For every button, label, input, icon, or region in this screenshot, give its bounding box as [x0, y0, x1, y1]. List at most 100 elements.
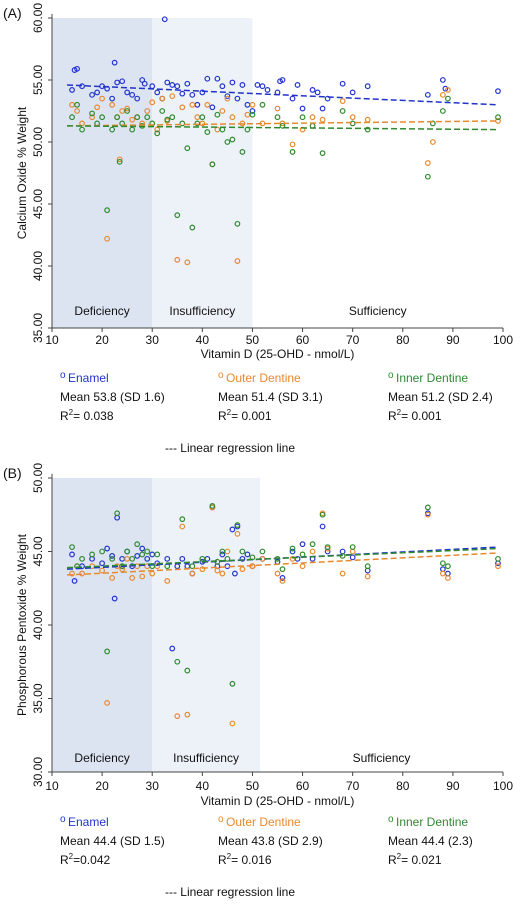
enamel-point — [141, 80, 148, 87]
panel-label: (A) — [3, 5, 22, 21]
inner-dentine-point — [224, 139, 231, 145]
inner-dentine-point — [259, 101, 266, 108]
inner-dentine-point — [109, 555, 116, 562]
enamel-point — [179, 555, 186, 562]
inner-dentine-point — [79, 555, 85, 562]
outer-dentine-point — [429, 139, 436, 145]
inner-dentine-point — [169, 114, 176, 121]
outer-dentine-point — [74, 108, 80, 114]
outer-dentine-point — [439, 570, 446, 577]
outer-dentine-point — [424, 511, 431, 518]
outer-dentine-point — [229, 114, 236, 121]
inner-dentine-point — [99, 548, 106, 555]
enamel-legend-marker: o — [60, 814, 66, 825]
enamel-point — [179, 90, 186, 97]
enamel-point — [349, 89, 356, 96]
outer-dentine-point — [234, 258, 241, 264]
inner-dentine-mean-text: Mean 51.2 (SD 2.4) — [388, 390, 493, 404]
inner-dentine-point — [164, 116, 171, 123]
inner-dentine-point — [229, 136, 236, 143]
enamel-point — [184, 80, 191, 87]
y-tick-label: 50.00 — [31, 127, 45, 157]
region-label: Deficiency — [74, 304, 129, 318]
inner-dentine-point — [339, 108, 346, 114]
enamel-point — [249, 108, 256, 114]
enamel-point — [99, 560, 106, 567]
outer-dentine-point — [179, 523, 186, 530]
x-tick-label: 80 — [396, 779, 410, 793]
outer-dentine-point — [309, 114, 316, 121]
inner-dentine-point — [229, 680, 236, 687]
inner-dentine-point — [99, 114, 106, 121]
inner-dentine-point — [69, 114, 75, 121]
outer-dentine-legend-name: Outer Dentine — [226, 371, 301, 385]
inner-dentine-point — [154, 130, 161, 137]
inner-dentine-point — [309, 541, 316, 548]
enamel-point — [314, 89, 321, 96]
enamel-mean-text: Mean 53.8 (SD 1.6) — [60, 390, 165, 404]
enamel-point — [294, 82, 301, 88]
enamel-point — [234, 95, 241, 102]
outer-dentine-point — [184, 711, 191, 718]
outer-dentine-point — [169, 93, 176, 100]
regression-footnote: --- Linear regression line — [165, 441, 295, 455]
enamel-point — [104, 545, 111, 552]
enamel-point — [139, 545, 146, 552]
outer-dentine-point — [289, 141, 296, 148]
outer-dentine-point — [364, 573, 371, 580]
outer-dentine-point — [129, 116, 136, 123]
outer-dentine-mean-text: Mean 43.8 (SD 2.9) — [218, 834, 323, 848]
enamel-point — [199, 89, 206, 96]
enamel-point — [232, 570, 238, 577]
enamel-point — [439, 77, 446, 83]
enamel-point — [244, 551, 251, 558]
inner-dentine-point — [116, 158, 123, 165]
y-tick-label: 40.00 — [31, 251, 45, 281]
outer-dentine-point — [224, 95, 231, 102]
outer-dentine-point — [274, 105, 281, 112]
outer-dentine-point — [159, 95, 166, 102]
enamel-point — [264, 87, 271, 93]
inner-dentine-point — [174, 212, 181, 219]
outer-dentine-point — [219, 570, 226, 577]
inner-dentine-point — [364, 126, 371, 133]
region-deficiency-band — [52, 18, 153, 328]
outer-dentine-point — [214, 567, 221, 574]
inner-dentine-point — [184, 667, 191, 674]
enamel-point — [111, 59, 118, 66]
outer-dentine-point — [319, 116, 326, 123]
outer-dentine-point — [149, 99, 156, 106]
outer-dentine-point — [164, 577, 171, 584]
inner-dentine-point — [289, 149, 296, 155]
inner-dentine-legend-marker: o — [388, 370, 394, 381]
outer-dentine-point — [104, 700, 111, 706]
inner-dentine-point — [79, 126, 85, 133]
outer-dentine-legend-marker: o — [218, 814, 224, 825]
inner-dentine-point — [89, 110, 95, 117]
enamel-point — [124, 89, 131, 96]
outer-dentine-point — [274, 570, 281, 577]
outer-dentine-point — [89, 114, 95, 121]
inner-dentine-r2-text: R2= 0.001 — [388, 408, 442, 423]
enamel-point — [94, 89, 100, 96]
enamel-point — [69, 551, 75, 558]
x-tick-label: 30 — [146, 779, 160, 793]
outer-dentine-point — [189, 570, 196, 577]
outer-dentine-point — [289, 555, 296, 562]
outer-dentine-legend-marker: o — [218, 370, 224, 381]
inner-dentine-point — [89, 551, 95, 558]
enamel-point — [349, 554, 356, 561]
inner-dentine-point — [219, 548, 226, 555]
inner-dentine-point — [114, 114, 121, 121]
outer-dentine-point — [249, 101, 256, 108]
inner-dentine-point — [129, 126, 136, 133]
region-deficiency-band — [52, 478, 153, 772]
outer-dentine-point — [339, 98, 346, 104]
y-axis-title: Calcium Oxide % Weight — [15, 106, 29, 239]
inner-dentine-point — [495, 555, 501, 562]
inner-dentine-point — [144, 548, 151, 555]
x-tick-label: 20 — [95, 333, 109, 347]
enamel-point — [299, 105, 306, 112]
inner-dentine-point — [439, 560, 446, 567]
inner-dentine-point — [349, 544, 356, 550]
